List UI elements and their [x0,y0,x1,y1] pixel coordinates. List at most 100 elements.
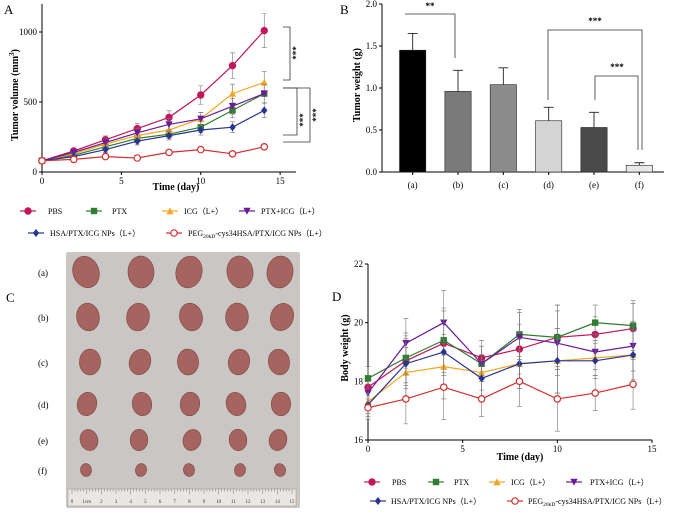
panel-b-error-0 [407,32,418,51]
panel-a-ptxicg-point-6 [228,103,237,110]
panel-a-hsa-point-4 [165,131,173,140]
panel-b: B Tumor weight (g) 0.0 0.5 1.0 1.5 2.0 (… [340,0,644,190]
ruler-body [67,488,297,507]
panel-b-sig-1: ** [426,1,436,11]
panel-b-ylabel: Tumor weight (g) [352,48,363,122]
legend-marker-ptx [90,207,98,215]
panel-b-bracket-1 [405,13,456,58]
panel-a-peg-point-5 [196,145,205,154]
panel-a-peg-point-3 [133,154,142,162]
panel-b-sig-2: *** [588,16,602,26]
panel-d-xlabel: Time (day) [497,452,544,463]
ruler-label-2: 2 [100,500,103,505]
panel-d-peg-point-3 [477,395,486,403]
ruler-label-4: 4 [129,500,132,505]
legend-d-ptxicg: PTX+ICG（L+） [566,478,649,487]
panel-a-peg-point-1 [69,155,78,164]
panel-a-peg-point-2 [101,152,110,161]
panel-a-hsa-line [41,109,265,162]
panel-b-category-b: (b) [453,180,464,190]
ruler-label-7: 7 [173,500,176,505]
tumor-5-4 [274,463,286,477]
ruler-label-3: 3 [115,500,118,505]
panel-a-sig-1: *** [291,46,301,60]
ruler-label-9: 9 [203,500,206,505]
legend-d-ptx-label: PTX [454,478,469,487]
legend-a-ptxicg-label: PTX+ICG（L+） [261,207,320,216]
tumor-3-4 [270,391,292,417]
panel-a: A Tumor volume (mm3) Time (day) 0 5 10 1… [4,2,321,193]
legend-a-hsa-marker [28,229,44,237]
panel-d-hsa-point-5 [554,356,561,365]
panel-a-ptxicg-point-4 [165,121,173,129]
photo-row-label-e: (e) [38,436,48,446]
tumor-2-4 [268,348,290,376]
panel-a-peg-point-7 [260,143,269,151]
panel-a-ylabel: Tumor volume (mm3) [8,49,21,141]
panel-d-xtick-10: 10 [553,444,563,454]
photo-row-label-b: (b) [38,313,49,323]
panel-d-peg-line [367,380,634,409]
panel-a-ptxicg-point-7 [260,90,268,98]
panel-b-error-1 [453,69,463,92]
panel-a-xlabel: Time (day) [153,182,200,193]
photo-row-label-d: (d) [38,400,49,410]
ruler-label-11: 11 [231,500,236,505]
panel-a-pbs-point-6 [228,61,237,70]
panel-a-series-pbs [38,13,268,165]
tumor-3-0 [76,391,98,417]
legend-marker-hsa [374,497,382,505]
ruler-label-0: 0 [71,500,74,505]
legend-marker-ptxicg [570,478,578,486]
panel-d-peg-point-2 [439,383,448,392]
panel-a-icg-line [41,81,265,162]
panel-b-sig-3: *** [610,62,624,72]
panel-a-bracket-3 [283,87,311,143]
panel-d-peg-point-7 [629,380,637,389]
tumor-4-4 [268,429,288,451]
panel-b-error-2 [498,67,509,85]
tumor-5-3 [234,463,246,477]
panel-a-peg-point-6 [228,150,237,158]
ruler-label-13: 13 [260,500,266,505]
tumor-0-3 [226,255,254,289]
panel-a-hsa-point-2 [102,145,109,154]
panel-d-peg-point-6 [591,389,600,397]
legend-marker-ptx [432,478,440,486]
panel-a-letter: A [4,2,14,17]
tumor-4-3 [228,429,248,451]
panel-a-bracket-2 [283,87,298,136]
legend-marker-icg [166,207,174,215]
panel-a-ytick-1000: 1000 [19,27,38,37]
panel-b-ytick-1-0: 1.0 [366,83,378,93]
legend-a-ptxicg-marker [239,207,255,215]
panel-d-ptx-line [367,322,634,379]
panel-d-hsa-line [367,351,634,406]
panel-d-hsa-point-2 [440,348,447,356]
panel-d-peg-point-5 [553,395,562,403]
panel-d-ptx-point-0 [364,375,372,382]
panel-d-peg-point-0 [364,403,372,412]
tumor-4-0 [79,429,99,451]
tumor-1-2 [179,302,203,332]
panel-a-ptxicg-line [41,93,265,162]
tumor-0-2 [175,255,203,289]
tumor-5-2 [183,463,195,477]
panel-b-bar-5 [625,164,653,173]
photo-row-label-c: (c) [38,358,48,368]
panel-a-legend: PBS PTX ICG（L+） PTX+ICG（L+） HSA/PTX/ICG … [20,207,327,240]
tumor-2-1 [128,349,152,375]
panel-a-xtick-15: 15 [276,176,286,186]
legend-marker-peg [511,497,519,505]
tumor-grid [72,255,294,477]
ruler-label-10: 10 [216,500,222,505]
ruler-label-1: 1cm [82,500,91,505]
legend-d-peg-label: PEG20kD-cys34HSA/PTX/ICG NPs（L+） [528,497,667,508]
tumor-4-1 [129,429,149,451]
ruler-label-15: 15 [290,500,296,505]
panel-b-category-d: (d) [543,180,554,190]
legend-a-ptx-label: PTX [112,207,127,216]
panel-d-peg-point-1 [402,395,410,403]
legend-a-pbs-marker [20,207,36,215]
